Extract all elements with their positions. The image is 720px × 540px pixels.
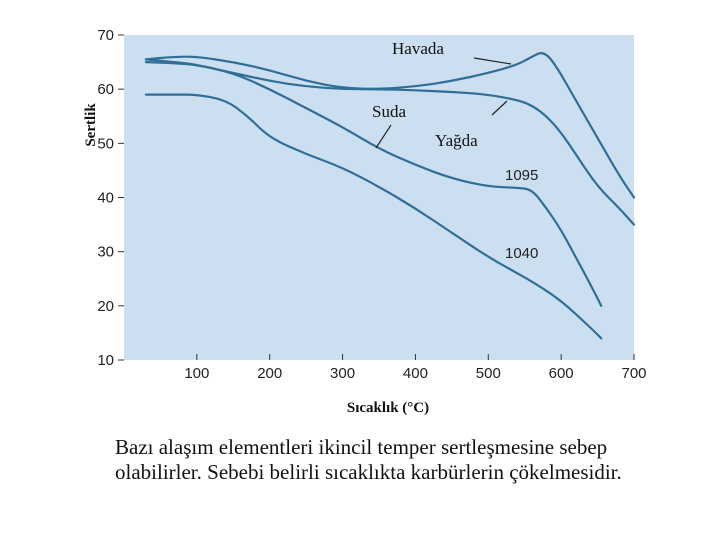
- plot-area: [124, 35, 634, 360]
- y-tick-label: 70: [97, 27, 114, 44]
- y-tick-label: 30: [97, 244, 114, 261]
- curve-ya-da: [144, 93, 603, 340]
- x-tick-label: 200: [257, 365, 282, 382]
- leader-suda: [375, 124, 392, 149]
- annotation-havada: Havada: [392, 39, 444, 58]
- x-axis-ticks: 100 200 300 400 500 600 700: [184, 354, 647, 382]
- curve-havada: [144, 52, 636, 199]
- y-tick-label: 40: [97, 190, 114, 207]
- annotation-suda: Suda: [372, 102, 406, 121]
- caption: Bazı alaşım elementleri ikincil temper s…: [115, 435, 622, 484]
- curve-1095: [144, 58, 636, 226]
- x-axis-title: Sıcaklık (°C): [347, 400, 429, 416]
- y-axis-title: Sertlik: [83, 103, 99, 147]
- x-tick-label: 600: [549, 365, 574, 382]
- x-tick-label: 100: [184, 365, 209, 382]
- x-tick-label: 300: [330, 365, 355, 382]
- y-axis-ticks: 10 20 30 40 50 60 70: [97, 27, 124, 369]
- curves: [144, 52, 636, 340]
- y-tick-label: 20: [97, 298, 114, 315]
- y-tick-label: 60: [97, 81, 114, 98]
- leader-yagda: [491, 100, 508, 116]
- annotation-yagda: Yağda: [435, 131, 478, 150]
- annotation-1095: 1095: [505, 167, 538, 184]
- annotation-1040: 1040: [505, 245, 538, 262]
- leader-havada: [473, 57, 512, 65]
- hardness-temperature-chart: 10 20 30 40 50 60 70 100 200 300 400 500 600 700 Ser…: [83, 27, 647, 416]
- x-tick-label: 700: [621, 365, 646, 382]
- x-tick-label: 400: [403, 365, 428, 382]
- y-tick-label: 10: [97, 352, 114, 369]
- x-tick-label: 500: [476, 365, 501, 382]
- y-tick-label: 50: [97, 135, 114, 152]
